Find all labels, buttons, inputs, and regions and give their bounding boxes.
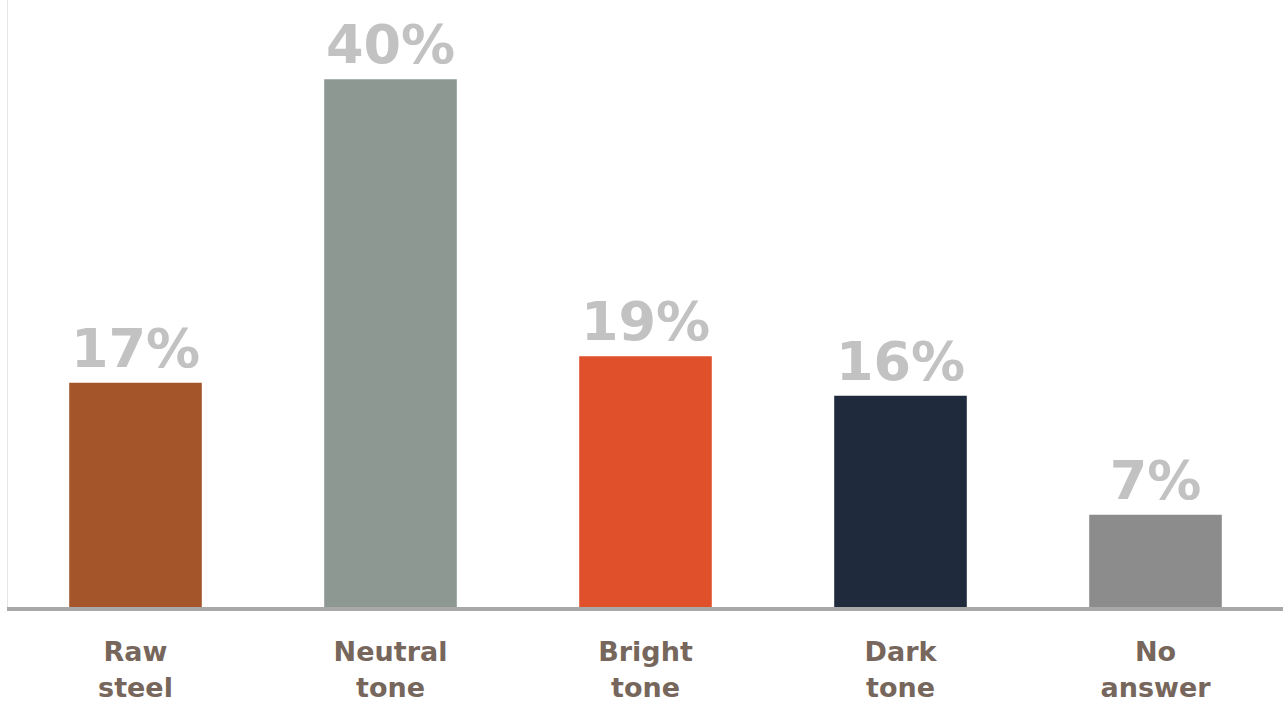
svg-text:Brighttone: Brighttone [598,636,693,702]
svg-text:Noanswer: Noanswer [1100,636,1211,702]
svg-text:16%: 16% [836,330,965,393]
svg-text:17%: 17% [71,317,200,380]
svg-text:40%: 40% [326,13,455,76]
svg-text:7%: 7% [1110,449,1202,512]
svg-text:19%: 19% [581,290,710,353]
svg-text:Darktone: Darktone [865,636,938,702]
svg-text:Rawsteel: Rawsteel [98,636,173,702]
svg-text:Neutraltone: Neutraltone [334,636,448,702]
